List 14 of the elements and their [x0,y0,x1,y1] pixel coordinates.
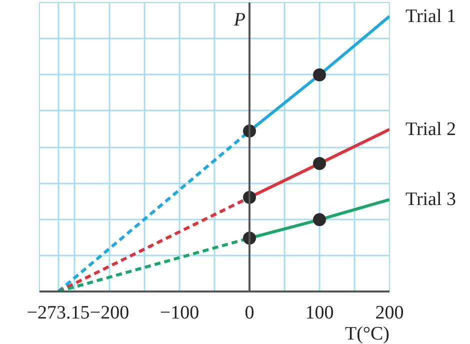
x-tick-label: −100 [160,302,200,324]
point [313,213,326,226]
series-label: Trial 1 [406,6,456,27]
x-tick-label: 0 [244,302,254,324]
x-axis-title: T(°C) [344,324,390,344]
x-tick-label: 200 [375,302,404,324]
series-label: Trial 2 [406,118,456,140]
y-axis-title: P [232,10,246,30]
series-label: Trial 3 [406,189,456,210]
point [313,68,326,82]
x-tick-label: 100 [305,302,334,324]
point [313,157,326,170]
x-tick-label: −273.15 [26,302,90,324]
x-tick-label: −200 [90,302,130,324]
